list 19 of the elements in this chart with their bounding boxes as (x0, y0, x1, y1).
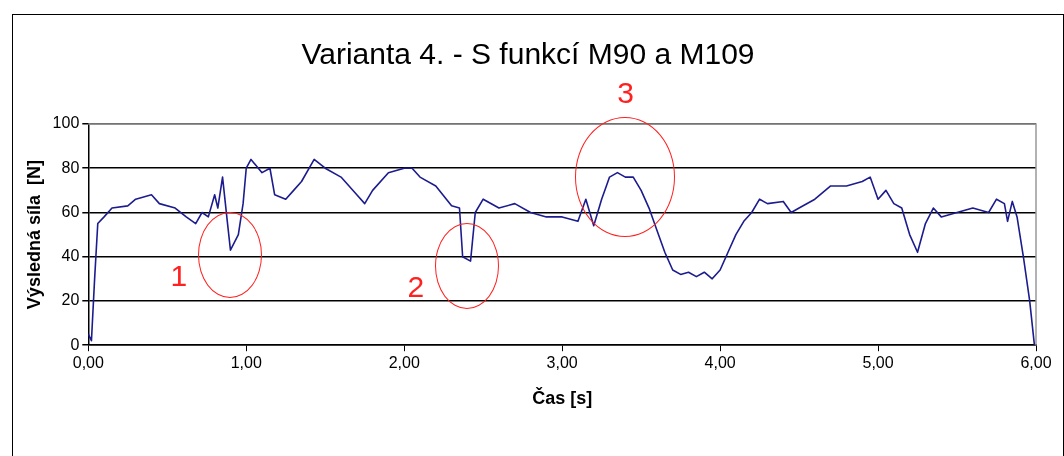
x-tick-label: 0,00 (72, 354, 104, 372)
y-tick-label: 20 (61, 291, 80, 309)
x-tick-label: 3,00 (546, 354, 578, 372)
x-axis-title: Čas [s] (532, 387, 593, 409)
y-tick-label: 100 (52, 114, 80, 132)
y-tick-label: 80 (61, 158, 80, 176)
annotation: 3 (617, 76, 634, 110)
y-tick-label: 60 (61, 202, 80, 220)
y-axis-title: Výsledná síla [N] (23, 160, 44, 310)
annotation: 2 (407, 270, 425, 304)
x-tick-label: 4,00 (704, 354, 736, 372)
y-tick-label: 0 (70, 335, 80, 353)
y-tick-label: 40 (61, 247, 80, 265)
chart-title: Varianta 4. - S funkcí M90 a M109 (301, 37, 755, 71)
x-tick-label: 6,00 (1020, 354, 1052, 372)
x-tick-label: 2,00 (388, 354, 420, 372)
x-tick-label: 5,00 (862, 354, 894, 372)
x-tick-label: 1,00 (230, 354, 262, 372)
annotation: 1 (170, 259, 188, 293)
